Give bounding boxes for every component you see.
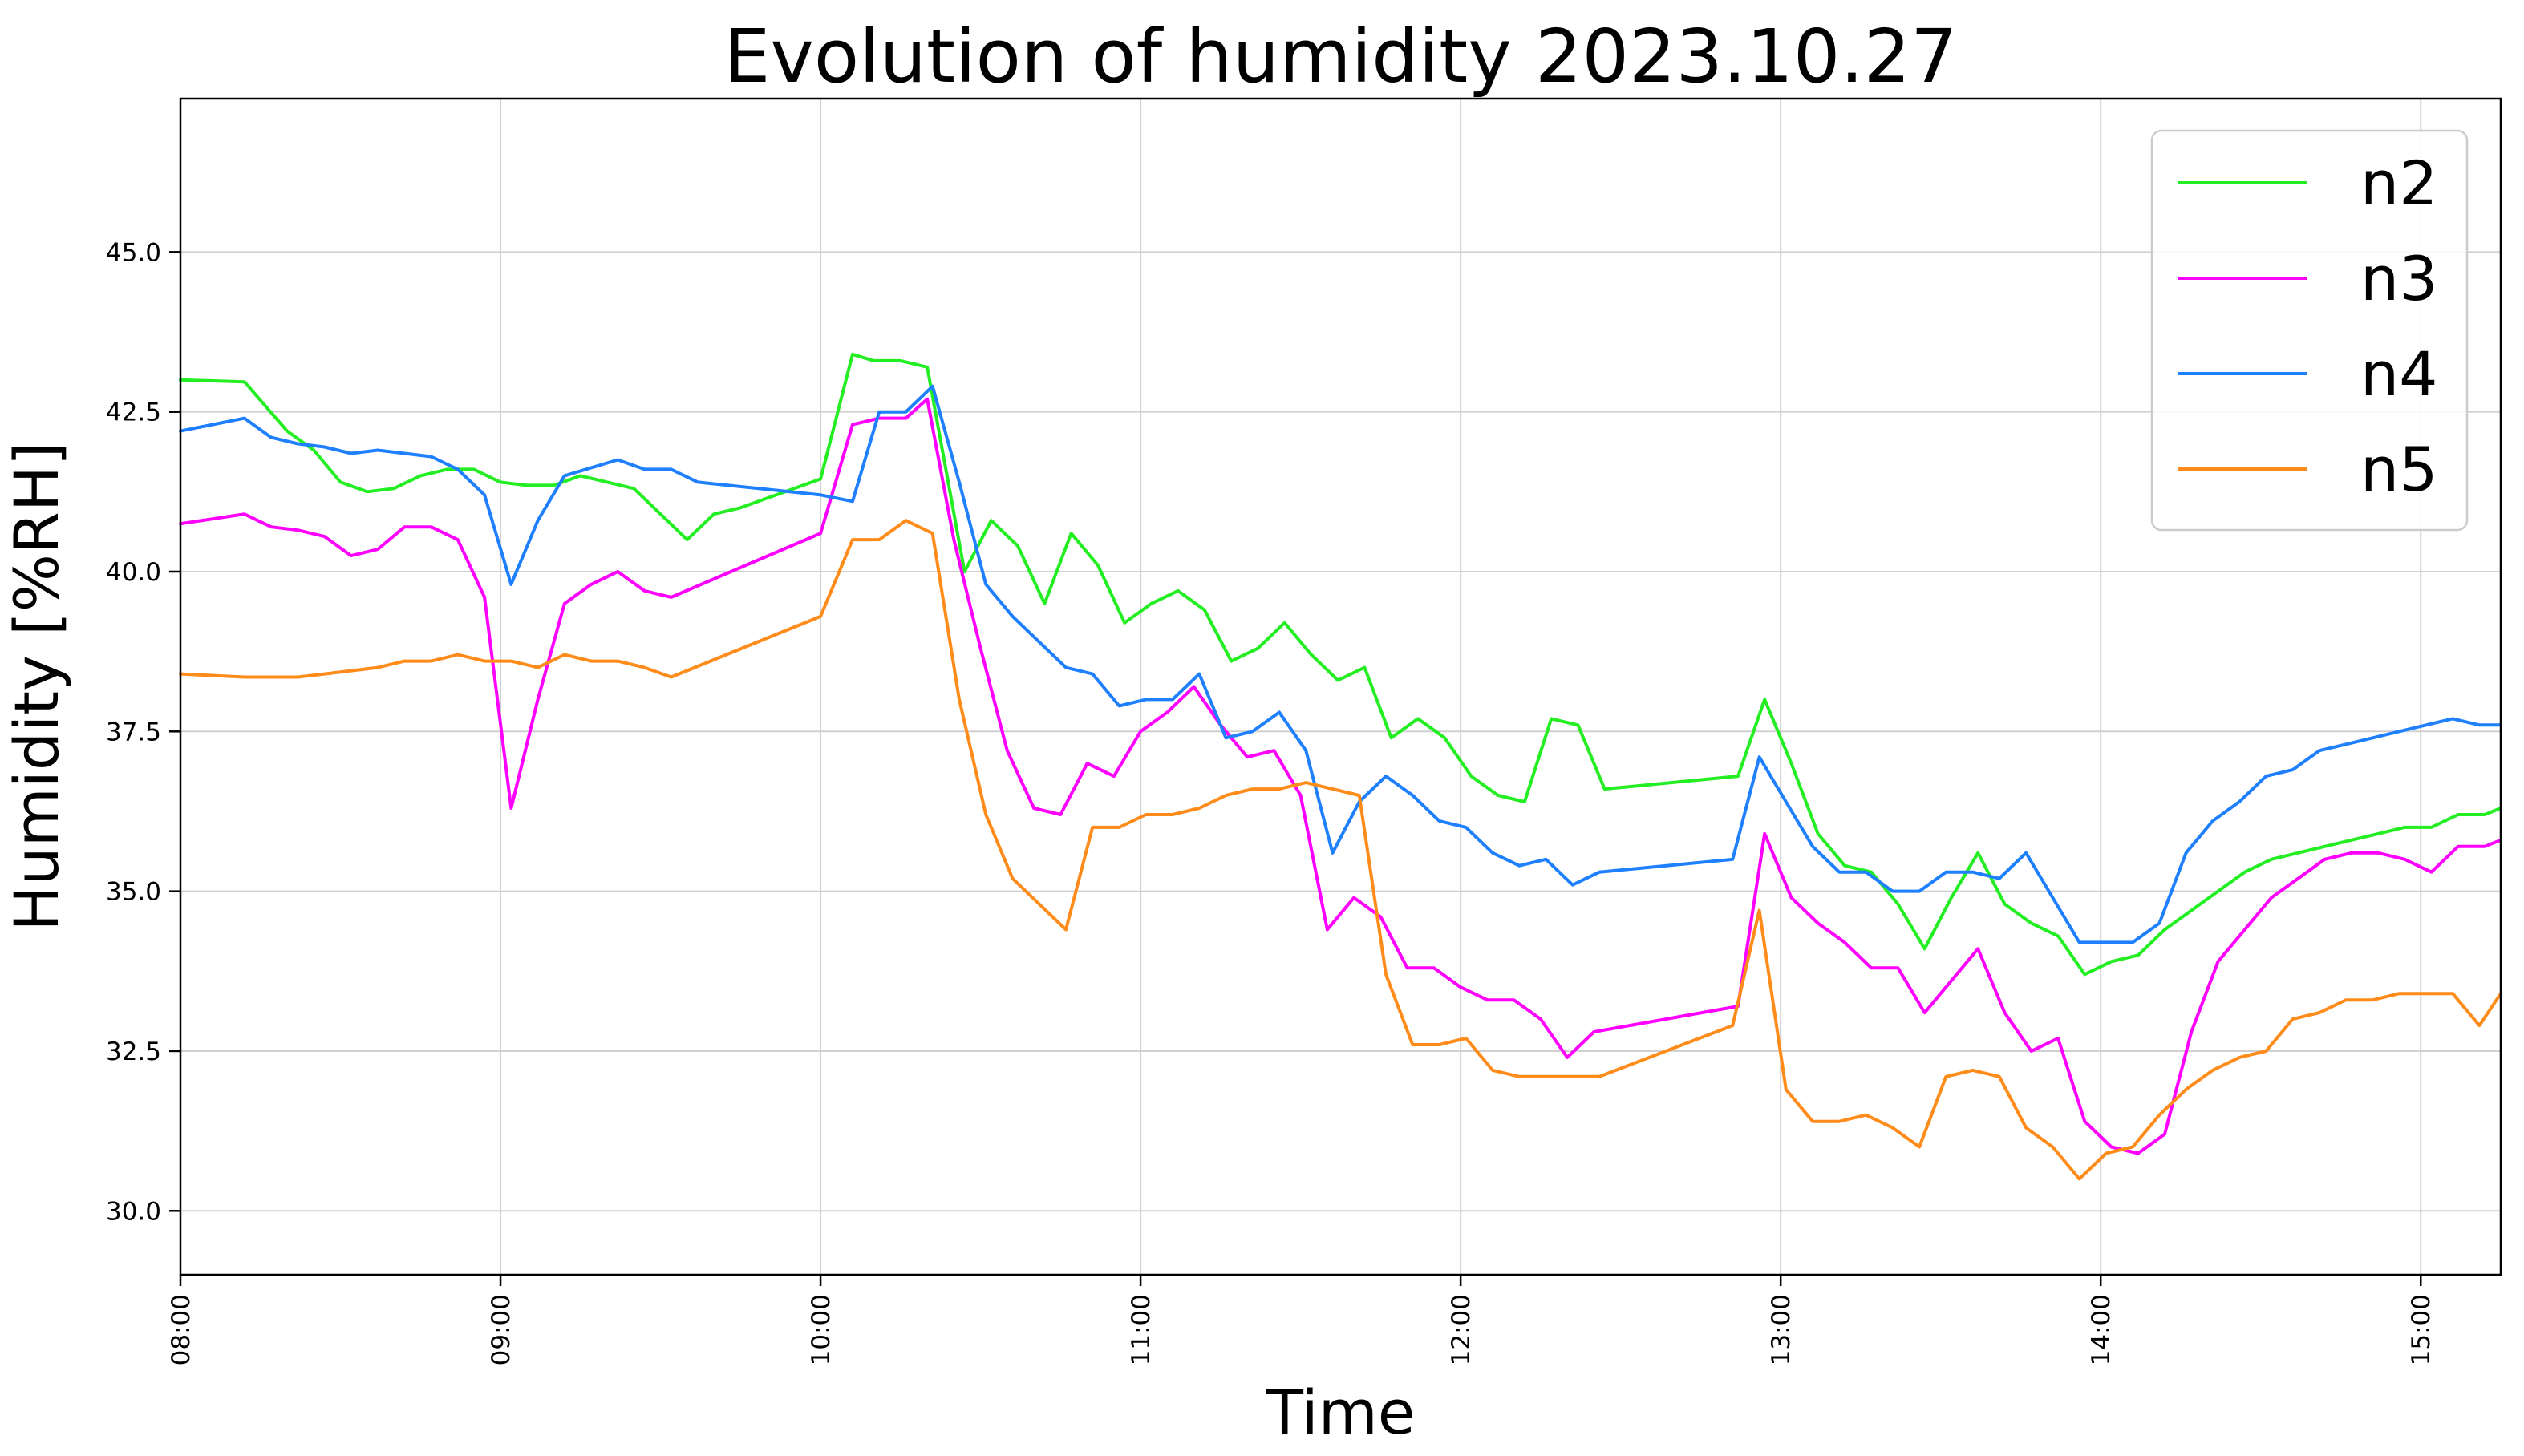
- y-axis-label: Humidity [%RH]: [1, 442, 72, 931]
- y-tick-label: 32.5: [106, 1037, 161, 1066]
- plot-frame: [179, 97, 2502, 1276]
- chart-title: Evolution of humidity 2023.10.27: [723, 14, 1957, 99]
- x-tick-label: 09:00: [487, 1294, 516, 1365]
- legend-label-n3: n3: [2360, 243, 2438, 314]
- x-axis-label: Time: [1266, 1377, 1416, 1448]
- x-tick-label: 14:00: [2087, 1294, 2116, 1365]
- y-tick-label: 40.0: [106, 558, 161, 587]
- legend: n2 n3 n4 n5: [2150, 129, 2469, 532]
- grid-layer: [180, 99, 2501, 1275]
- legend-box: [2150, 129, 2469, 532]
- x-tick-label: 08:00: [167, 1294, 196, 1365]
- series-line-n3: [179, 397, 2502, 1155]
- x-tick-label: 11:00: [1127, 1294, 1156, 1365]
- series-line-n2: [179, 352, 2502, 977]
- y-tick-label: 30.0: [106, 1197, 161, 1226]
- legend-label-n4: n4: [2360, 338, 2438, 410]
- y-tick-label: 35.0: [106, 878, 161, 907]
- y-tick-label: 42.5: [106, 398, 161, 427]
- y-tick-label: 45.0: [106, 238, 161, 267]
- tick-layer: 08:00 09:00 10:00 11:00 12:00 13:00 14:00 15:00…: [106, 238, 2436, 1365]
- legend-label-n2: n2: [2360, 148, 2438, 219]
- x-tick-label: 13:00: [1767, 1294, 1796, 1365]
- series-line-n5: [179, 519, 2502, 1181]
- y-tick-label: 37.5: [106, 718, 161, 746]
- x-tick-label: 10:00: [807, 1294, 836, 1365]
- series-layer: [179, 352, 2502, 1181]
- x-tick-label: 12:00: [1447, 1294, 1476, 1365]
- series-line-n4: [179, 384, 2502, 944]
- legend-label-n5: n5: [2360, 434, 2438, 505]
- x-tick-label: 15:00: [2407, 1294, 2436, 1365]
